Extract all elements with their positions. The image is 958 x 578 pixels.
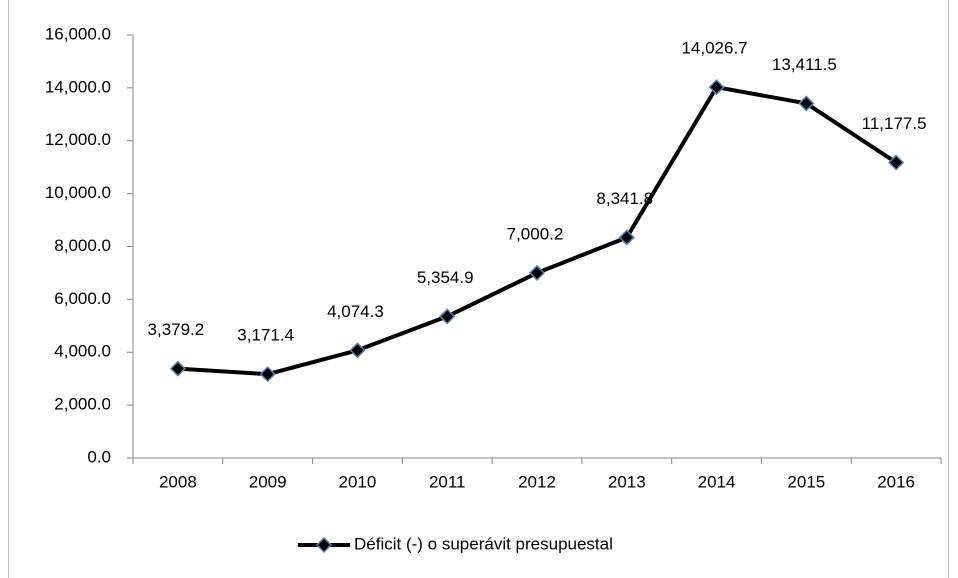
x-tick-label: 2009 — [249, 472, 287, 491]
x-tick-label: 2013 — [608, 472, 646, 491]
data-marker — [528, 264, 546, 281]
y-tick-label: 16,000.0 — [45, 24, 111, 43]
data-label: 3,171.4 — [237, 326, 294, 345]
x-tick-label: 2014 — [698, 472, 736, 491]
data-marker — [888, 154, 905, 171]
y-tick-label: 2,000.0 — [54, 395, 111, 414]
x-tick-label: 2010 — [339, 472, 377, 491]
data-label: 7,000.2 — [507, 224, 564, 243]
data-marker — [618, 229, 635, 246]
data-label: 8,341.8 — [596, 189, 653, 208]
x-tick-label: 2016 — [877, 472, 915, 491]
data-label: 3,379.2 — [148, 320, 205, 339]
y-tick-label: 8,000.0 — [54, 236, 111, 255]
data-label: 5,354.9 — [417, 268, 474, 287]
data-marker — [798, 95, 815, 112]
data-marker — [439, 308, 456, 325]
y-tick-label: 4,000.0 — [54, 342, 111, 361]
y-tick-label: 0.0 — [87, 447, 111, 466]
data-marker — [259, 366, 276, 383]
data-label: 4,074.3 — [327, 302, 384, 321]
x-tick-label: 2008 — [159, 472, 197, 491]
data-marker — [169, 360, 186, 377]
data-marker — [349, 342, 366, 359]
x-tick-label: 2012 — [518, 472, 556, 491]
x-tick-label: 2011 — [429, 472, 466, 491]
legend-marker — [315, 536, 333, 554]
y-tick-label: 6,000.0 — [54, 289, 111, 308]
chart-frame — [8, 0, 949, 578]
y-tick-label: 12,000.0 — [45, 130, 111, 149]
x-tick-label: 2015 — [787, 472, 825, 491]
data-label: 14,026.7 — [681, 39, 747, 58]
legend-label: Déficit (-) o superávit presupuestal — [354, 534, 613, 553]
y-tick-label: 10,000.0 — [45, 183, 111, 202]
y-tick-label: 14,000.0 — [45, 77, 111, 96]
data-label: 11,177.5 — [862, 114, 927, 133]
data-marker — [708, 79, 725, 96]
data-label: 13,411.5 — [772, 55, 837, 74]
